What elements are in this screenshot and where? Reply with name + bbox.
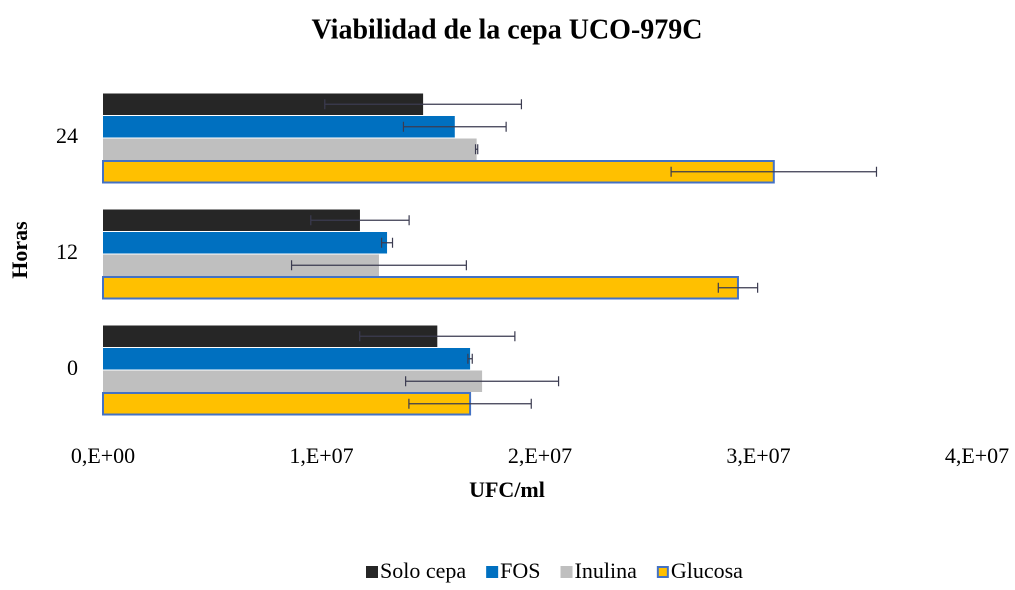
- error-bar: [474, 144, 479, 155]
- legend-label: Glucosa: [671, 558, 743, 583]
- error-bar: [310, 215, 410, 226]
- error-bar: [467, 353, 473, 364]
- bar: [102, 276, 739, 300]
- x-tick-label: 0,E+00: [71, 443, 135, 468]
- error-bar: [324, 99, 523, 110]
- y-tick-label: 0: [67, 355, 78, 380]
- x-tick-label: 4,E+07: [945, 443, 1009, 468]
- error-bar: [380, 237, 394, 248]
- x-tick-label: 1,E+07: [289, 443, 353, 468]
- legend-swatch: [656, 566, 669, 578]
- error-bar: [405, 376, 560, 387]
- bar: [103, 116, 455, 138]
- bar: [103, 370, 483, 392]
- bar: [103, 209, 360, 231]
- legend-swatch: [366, 566, 378, 578]
- x-tick-label: 2,E+07: [508, 443, 572, 468]
- y-axis-label: Horas: [7, 221, 32, 279]
- bar: [103, 325, 438, 347]
- error-bar: [359, 331, 516, 342]
- error-bar: [402, 121, 507, 132]
- y-tick-label: 24: [56, 123, 78, 148]
- bar: [103, 232, 388, 254]
- x-tick-label: 3,E+07: [726, 443, 790, 468]
- x-axis-label: UFC/ml: [469, 477, 545, 502]
- y-tick-label: 12: [56, 239, 78, 264]
- legend-label: FOS: [500, 558, 540, 583]
- error-bar: [408, 398, 532, 409]
- bar: [103, 348, 471, 370]
- bar: [103, 93, 424, 115]
- error-bar: [670, 166, 878, 177]
- bar: [103, 138, 477, 160]
- chart-title: Viabilidad de la cepa UCO-979C: [312, 14, 703, 45]
- error-bar: [717, 282, 759, 293]
- legend-label: Inulina: [575, 558, 638, 583]
- bar: [103, 254, 379, 276]
- legend-label: Solo cepa: [380, 558, 466, 583]
- legend-swatch: [560, 566, 573, 578]
- error-bar: [290, 260, 467, 271]
- legend-swatch: [486, 566, 499, 578]
